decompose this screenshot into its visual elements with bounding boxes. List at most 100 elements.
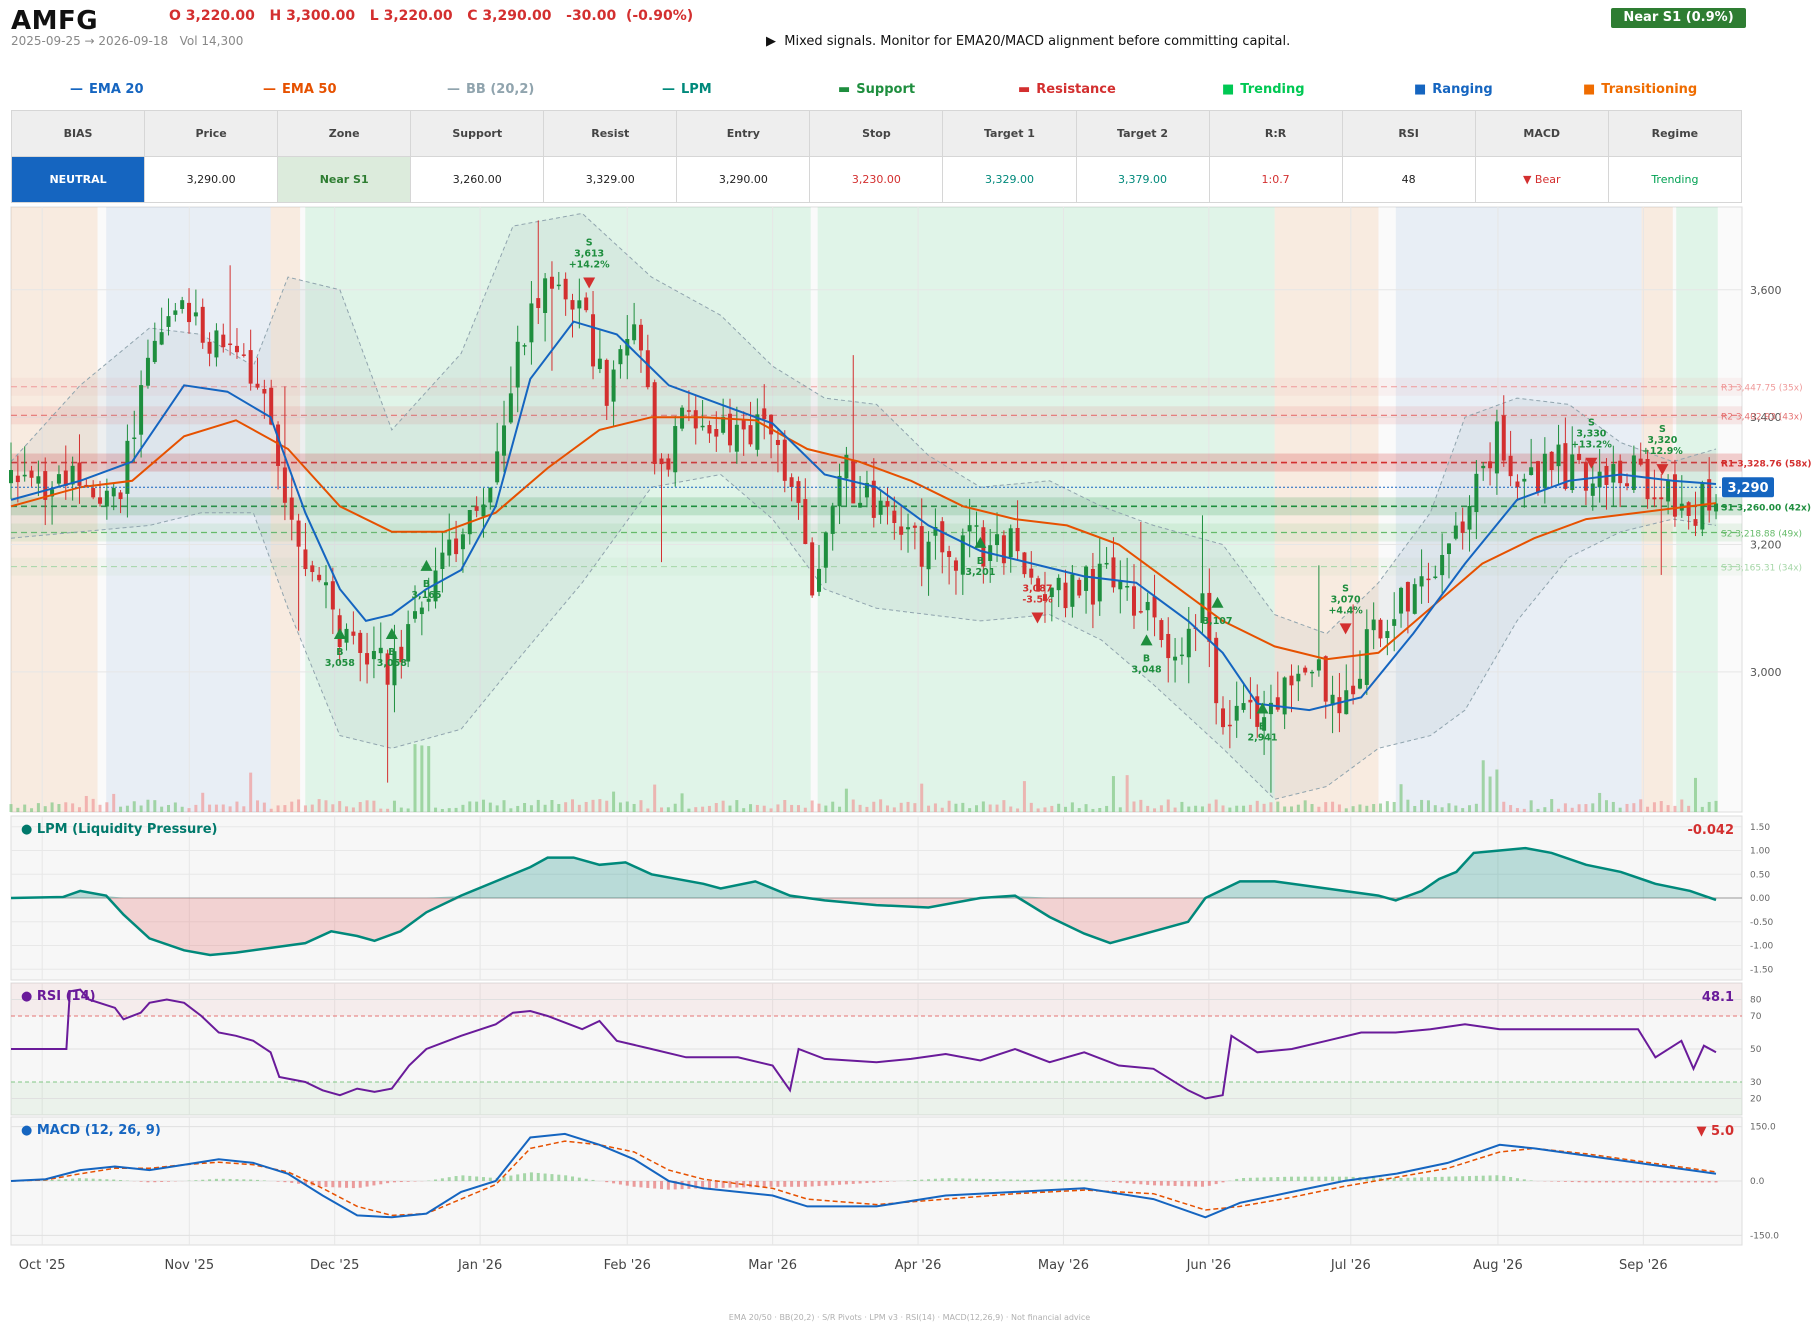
volume-bar bbox=[91, 798, 95, 812]
legend-item-support[interactable]: ▬ Support bbox=[838, 82, 915, 97]
volume-bar bbox=[680, 793, 684, 812]
candle-body bbox=[1686, 502, 1691, 516]
candle-body bbox=[919, 526, 924, 567]
macd-histogram-bar bbox=[762, 1181, 766, 1187]
macd-histogram-bar bbox=[1180, 1181, 1184, 1187]
candle-body bbox=[255, 383, 260, 388]
volume-bar bbox=[98, 804, 102, 812]
signal-label: 2,941 bbox=[1247, 732, 1277, 743]
legend-item-ema-20[interactable]: — EMA 20 bbox=[70, 82, 144, 97]
legend-item-transitioning[interactable]: ■ Transitioning bbox=[1583, 82, 1697, 97]
legend-label: EMA 20 bbox=[89, 82, 144, 97]
rsi-title: ● RSI (14) bbox=[21, 989, 96, 1004]
volume-bar bbox=[1399, 784, 1403, 812]
volume-bar bbox=[235, 801, 239, 812]
price-tick-label: 3,200 bbox=[1750, 539, 1782, 552]
volume-bar bbox=[687, 808, 691, 812]
candle-body bbox=[166, 316, 171, 327]
candle-body bbox=[440, 552, 445, 569]
candle-body bbox=[1241, 703, 1246, 710]
legend-item-resistance[interactable]: ▬ Resistance bbox=[1018, 82, 1116, 97]
volume-bar bbox=[1372, 804, 1376, 812]
volume-bar bbox=[1570, 807, 1574, 812]
volume-bar bbox=[1057, 803, 1061, 812]
macd-histogram-bar bbox=[632, 1181, 636, 1187]
macd-histogram-bar bbox=[1618, 1181, 1622, 1183]
macd-histogram-bar bbox=[1070, 1179, 1074, 1181]
volume-bar bbox=[598, 799, 602, 812]
legend-item-trending[interactable]: ■ Trending bbox=[1222, 82, 1305, 97]
volume-bar bbox=[844, 788, 848, 812]
candle-body bbox=[111, 488, 116, 497]
macd-histogram-bar bbox=[858, 1181, 862, 1184]
volume-bar bbox=[1194, 805, 1198, 812]
candle-body bbox=[392, 651, 397, 686]
macd-histogram-bar bbox=[372, 1181, 376, 1186]
candle-body bbox=[912, 525, 917, 528]
macd-histogram-bar bbox=[591, 1179, 595, 1181]
volume-bar bbox=[1173, 807, 1177, 812]
volume-bar bbox=[132, 801, 136, 812]
macd-histogram-bar bbox=[783, 1181, 787, 1187]
candle-body bbox=[755, 414, 760, 450]
volume-bar bbox=[1159, 805, 1163, 812]
candle-body bbox=[296, 520, 301, 547]
macd-histogram-bar bbox=[947, 1178, 951, 1181]
candle-body bbox=[1419, 576, 1424, 587]
macd-histogram-bar bbox=[1296, 1176, 1300, 1181]
macd-histogram-bar bbox=[1166, 1181, 1170, 1186]
legend-label: EMA 50 bbox=[282, 82, 337, 97]
volume-bar bbox=[317, 799, 321, 812]
candle-body bbox=[1056, 577, 1061, 591]
candle-body bbox=[1063, 582, 1068, 609]
macd-histogram-bar bbox=[1481, 1175, 1485, 1181]
volume-bar bbox=[1529, 800, 1533, 812]
legend-item-bb-20-2[interactable]: — BB (20,2) bbox=[447, 82, 534, 97]
chart-legend: — EMA 20 — EMA 50 — BB (20,2) — LPM ▬ Support ▬ Res… bbox=[60, 82, 1780, 100]
volume-bar bbox=[714, 803, 718, 812]
macd-histogram-bar bbox=[516, 1174, 520, 1181]
candle-body bbox=[413, 611, 418, 619]
macd-histogram-bar bbox=[885, 1181, 889, 1182]
macd-histogram-bar bbox=[1659, 1181, 1663, 1183]
volume-bar bbox=[1283, 806, 1287, 812]
resistance-level-label: R1 3,328.76 (58x) bbox=[1721, 460, 1811, 470]
price-panel-bg bbox=[10, 206, 1743, 813]
macd-histogram-bar bbox=[529, 1172, 533, 1181]
volume-bar bbox=[1317, 806, 1321, 812]
candle-body bbox=[385, 653, 390, 685]
x-tick-label: Apr '26 bbox=[895, 1258, 942, 1273]
volume-bar bbox=[71, 803, 75, 812]
candle-body bbox=[180, 300, 185, 309]
volume-bar bbox=[1447, 803, 1451, 812]
volume-bar bbox=[1139, 799, 1143, 812]
macd-histogram-bar bbox=[1563, 1181, 1567, 1182]
volume-bar bbox=[1310, 804, 1314, 812]
volume-bar bbox=[1043, 807, 1047, 812]
candle-body bbox=[43, 471, 48, 500]
ema20-line bbox=[10, 320, 1717, 712]
volume-bar bbox=[454, 807, 458, 812]
candle-body bbox=[597, 358, 602, 370]
macd-histogram-bar bbox=[742, 1181, 746, 1188]
macd-histogram-bar bbox=[379, 1181, 383, 1185]
footer-note: EMA 20/50 · BB(20,2) · S/R Pivots · LPM … bbox=[728, 1313, 1091, 1322]
bb-upper-line bbox=[10, 212, 1717, 635]
legend-item-lpm[interactable]: — LPM bbox=[662, 82, 712, 97]
volume-bar bbox=[1509, 805, 1513, 812]
candle-body bbox=[529, 303, 534, 343]
macd-histogram-bar bbox=[283, 1181, 287, 1183]
macd-histogram-bar bbox=[208, 1179, 212, 1181]
macd-histogram-bar bbox=[194, 1180, 198, 1181]
macd-histogram-bar bbox=[57, 1179, 61, 1181]
macd-signal-line bbox=[10, 1140, 1717, 1217]
candle-body bbox=[652, 382, 657, 464]
legend-item-ranging[interactable]: ■ Ranging bbox=[1414, 82, 1493, 97]
macd-tick-label: 150.0 bbox=[1750, 1123, 1776, 1133]
candle-body bbox=[1460, 521, 1465, 533]
volume-bar bbox=[180, 806, 184, 812]
legend-item-ema-50[interactable]: — EMA 50 bbox=[263, 82, 337, 97]
macd-histogram-bar bbox=[1529, 1180, 1533, 1181]
macd-histogram-bar bbox=[550, 1174, 554, 1181]
